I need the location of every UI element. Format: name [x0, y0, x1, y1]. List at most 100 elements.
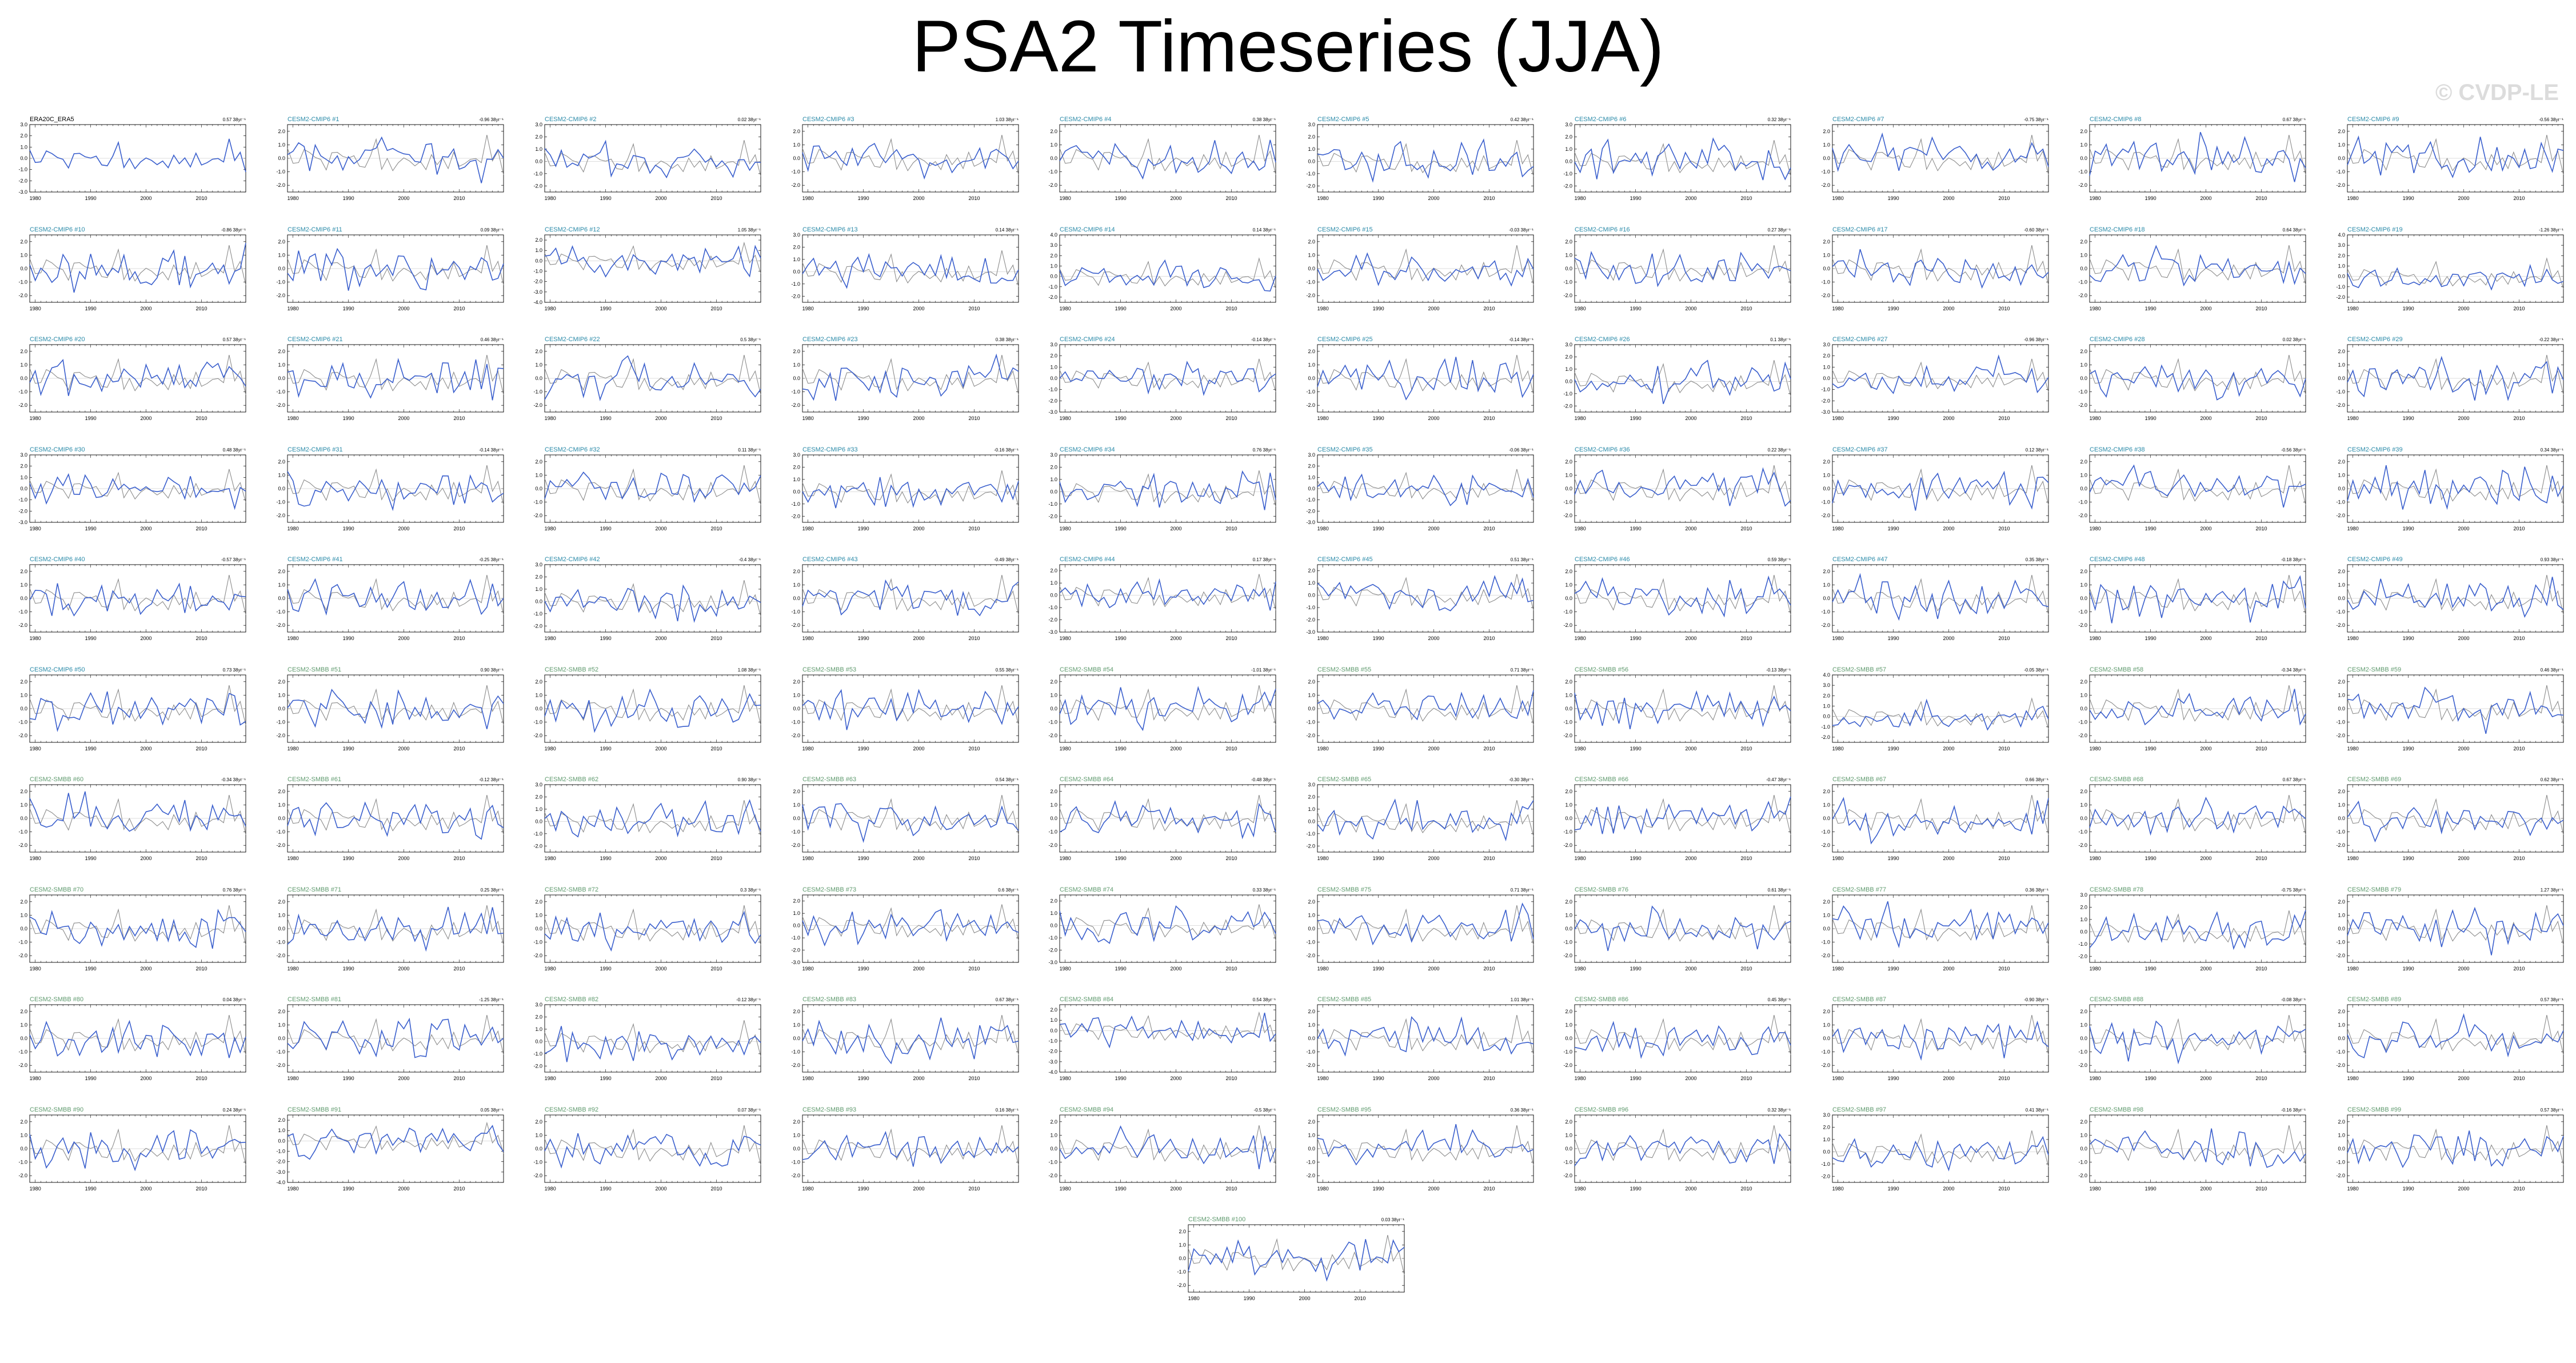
x-tick-label: 2010: [710, 415, 722, 421]
y-tick-label: 1.0: [1050, 263, 1057, 269]
y-tick-label: -1.0: [276, 609, 285, 615]
y-tick-label: -2.0: [2078, 293, 2087, 298]
y-tick-label: -2.0: [791, 293, 800, 299]
y-tick-label: 1.0: [2338, 362, 2345, 367]
y-tick-label: 2.0: [1050, 568, 1057, 574]
y-tick-label: -2.0: [2078, 182, 2087, 188]
y-tick-label: 0.0: [20, 155, 27, 161]
y-tick-label: 3.0: [1050, 342, 1057, 347]
y-tick-label: -2.0: [533, 623, 542, 629]
y-tick-label: -1.0: [1821, 609, 1830, 615]
panel-trend-label: -0.96 38yr⁻¹: [2024, 337, 2048, 342]
y-tick-label: -1.0: [2078, 279, 2087, 285]
y-tick-label: 1.0: [278, 362, 285, 367]
x-tick-label: 2000: [141, 306, 152, 311]
model-series-line: [544, 244, 761, 278]
x-tick-label: 2000: [656, 195, 667, 201]
y-tick-label: 0.0: [1565, 158, 1572, 164]
y-tick-label: 0.0: [20, 375, 27, 381]
x-tick-label: 1990: [2145, 526, 2156, 531]
y-tick-label: 3.0: [20, 452, 27, 458]
panel-title: CESM2-CMIP6 #46: [1575, 556, 1630, 563]
model-series-line: [29, 473, 246, 510]
model-series-line: [544, 471, 761, 503]
y-tick-label: 0.0: [1823, 595, 1830, 601]
y-tick-label: -1.0: [2336, 389, 2345, 395]
y-tick-label: 1.0: [20, 252, 27, 258]
panel-title: CESM2-CMIP6 #28: [2090, 336, 2145, 343]
timeseries-panel: CESM2-CMIP6 #15 -0.03 38yr⁻¹ 2.0 1.0 0.0 -1.0…: [1306, 226, 1534, 311]
x-tick-label: 1990: [2145, 415, 2156, 421]
x-tick-label: 1980: [287, 526, 298, 531]
y-tick-label: 3.0: [1050, 242, 1057, 248]
panel-trend-label: 0.64 38yr⁻¹: [2283, 227, 2306, 233]
y-tick-label: 1.0: [2338, 142, 2345, 147]
panel-title: CESM2-CMIP6 #45: [1317, 556, 1373, 563]
panel-title: CESM2-CMIP6 #27: [1832, 336, 1888, 343]
y-tick-label: -1.0: [1048, 387, 1057, 393]
y-tick-label: 2.0: [278, 349, 285, 354]
x-tick-label: 1980: [1060, 415, 1071, 421]
panel-trend-label: 0.38 38yr⁻¹: [995, 337, 1019, 342]
x-tick-label: 2000: [1943, 306, 1954, 311]
panel-trend-label: -0.75 38yr⁻¹: [2024, 117, 2048, 122]
y-tick-label: -1.0: [18, 609, 27, 615]
x-tick-label: 1990: [2145, 306, 2156, 311]
y-tick-label: -2.0: [2078, 402, 2087, 408]
y-tick-label: -3.0: [1821, 409, 1830, 415]
y-tick-label: 2.0: [2338, 129, 2345, 134]
y-tick-label: 1.0: [1308, 474, 1315, 480]
y-tick-label: 1.0: [2080, 252, 2087, 258]
x-tick-label: 2010: [1740, 306, 1752, 311]
plot-frame: [2347, 234, 2563, 302]
panel-title: CESM2-CMIP6 #11: [287, 226, 342, 233]
y-tick-label: -1.0: [791, 281, 800, 286]
x-tick-label: 2000: [656, 306, 667, 311]
x-tick-label: 1990: [600, 526, 612, 531]
y-tick-label: -2.0: [1048, 182, 1057, 188]
timeseries-panel: CESM2-CMIP6 #38 -0.56 38yr⁻¹ 2.0 1.0 0.0 -1.0…: [2078, 446, 2306, 531]
y-tick-label: -2.0: [276, 513, 285, 518]
x-tick-label: 2000: [141, 415, 152, 421]
x-tick-label: 1990: [857, 415, 869, 421]
obs-series-line: [1059, 470, 1276, 507]
x-tick-label: 1990: [1630, 526, 1642, 531]
y-tick-label: 2.0: [1823, 458, 1830, 464]
x-tick-label: 2010: [968, 195, 980, 201]
y-tick-label: 1.0: [535, 586, 542, 592]
y-tick-label: -2.0: [1048, 617, 1057, 623]
y-tick-label: 1.0: [793, 582, 800, 587]
y-tick-label: 1.0: [535, 247, 542, 253]
panel-trend-label: 0.42 38yr⁻¹: [1510, 117, 1533, 122]
y-tick-label: 1.0: [535, 362, 542, 367]
obs-series-line: [801, 470, 1019, 507]
model-series-line: [29, 358, 246, 397]
x-tick-label: 1980: [2347, 526, 2358, 531]
x-tick-label: 1980: [802, 306, 813, 311]
plot-frame: [1317, 564, 1533, 633]
y-tick-label: -2.0: [1563, 513, 1572, 518]
y-tick-label: 1.0: [793, 362, 800, 367]
model-series-line: [1831, 132, 2049, 172]
panel-title: CESM2-CMIP6 #34: [1060, 446, 1115, 453]
panel-trend-label: 0.32 38yr⁻¹: [1768, 117, 1791, 122]
model-series-line: [1059, 578, 1276, 611]
obs-series-line: [29, 574, 246, 615]
plot-frame: [544, 124, 761, 193]
y-tick-label: 1.0: [1823, 472, 1830, 478]
y-tick-label: 4.0: [2338, 232, 2345, 238]
obs-series-line: [286, 134, 504, 175]
y-tick-label: -1.0: [1821, 387, 1830, 393]
panel-trend-label: 0.17 38yr⁻¹: [1253, 557, 1276, 562]
y-tick-label: 3.0: [535, 562, 542, 567]
obs-series-line: [2346, 134, 2564, 175]
x-tick-label: 1990: [1630, 195, 1642, 201]
x-tick-label: 1990: [2402, 526, 2414, 531]
panel-trend-label: 0.59 38yr⁻¹: [1768, 557, 1791, 562]
timeseries-panel: CESM2-CMIP6 #40 -0.57 38yr⁻¹ 2.0 1.0 0.0 -1.0…: [18, 556, 246, 641]
y-tick-label: -2.0: [1306, 402, 1315, 408]
timeseries-panel: CESM2-CMIP6 #36 0.22 38yr⁻¹ 2.0 1.0 0.0 -1.0 -…: [1563, 446, 1791, 531]
panel-trend-label: -0.60 38yr⁻¹: [2024, 227, 2048, 233]
x-tick-label: 2010: [1225, 195, 1237, 201]
y-tick-label: -1.0: [791, 501, 800, 506]
